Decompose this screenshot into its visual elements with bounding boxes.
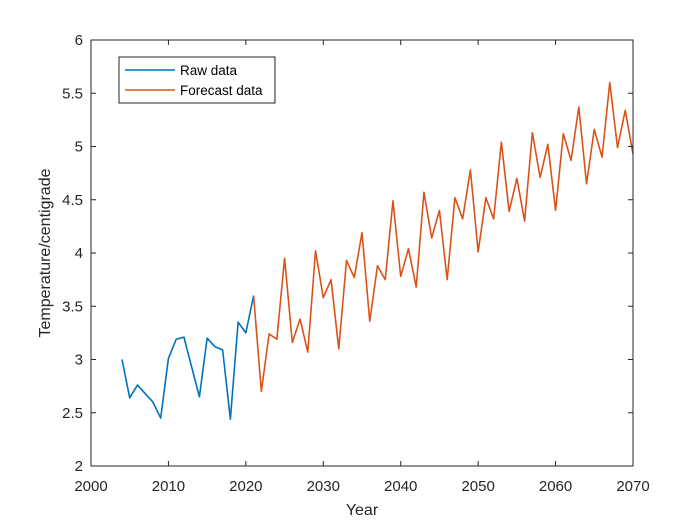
y-tick-label: 2	[75, 458, 83, 475]
x-tick-label: 2020	[229, 478, 262, 495]
y-tick-label: 6	[75, 32, 83, 49]
series-line-0	[121, 295, 255, 420]
legend-label: Forecast data	[180, 83, 263, 98]
y-tick-label: 4	[75, 245, 83, 262]
y-tick-label: 5	[75, 139, 83, 156]
legend: Raw data Forecast data	[118, 56, 276, 104]
plot-area	[91, 40, 633, 466]
x-tick-label: 2000	[74, 478, 107, 495]
y-axis-label: Temperature/centigrade	[37, 168, 54, 337]
y-tick-label: 2.5	[62, 405, 83, 422]
legend-label: Raw data	[180, 63, 238, 78]
x-tick-label: 2030	[307, 478, 340, 495]
y-tick-label: 4.5	[62, 192, 83, 209]
x-axis-label: Year	[346, 502, 379, 519]
ticks: 2000 2010 2020 2030 2040 2050 2060 2070 2 2.5 3 3.5…	[62, 32, 650, 495]
plot-lines	[121, 81, 634, 420]
x-tick-label: 2050	[461, 478, 494, 495]
x-tick-label: 2040	[384, 478, 417, 495]
y-tick-label: 3	[75, 352, 83, 369]
y-tick-label: 3.5	[62, 298, 83, 315]
x-tick-label: 2010	[152, 478, 185, 495]
series-line-1	[252, 81, 634, 393]
legend-box	[118, 56, 276, 104]
x-tick-label: 2060	[539, 478, 572, 495]
x-tick-label: 2070	[616, 478, 649, 495]
y-tick-label: 5.5	[62, 85, 83, 102]
